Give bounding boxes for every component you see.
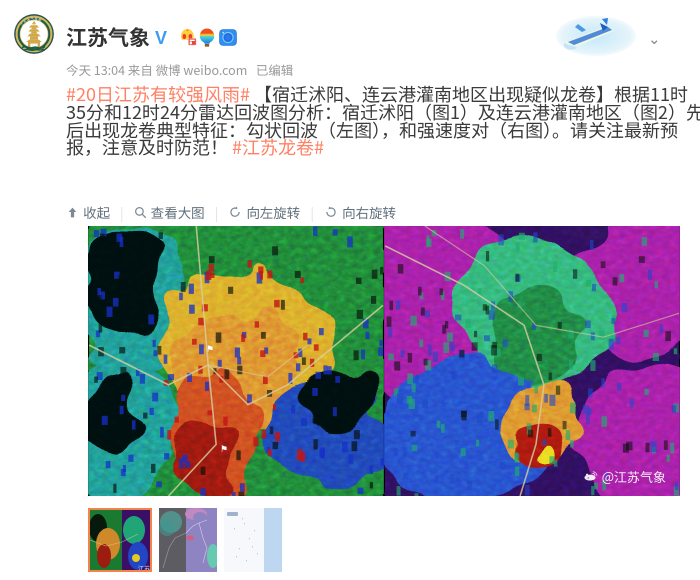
svg-text:江苏: 江苏: [138, 565, 150, 572]
